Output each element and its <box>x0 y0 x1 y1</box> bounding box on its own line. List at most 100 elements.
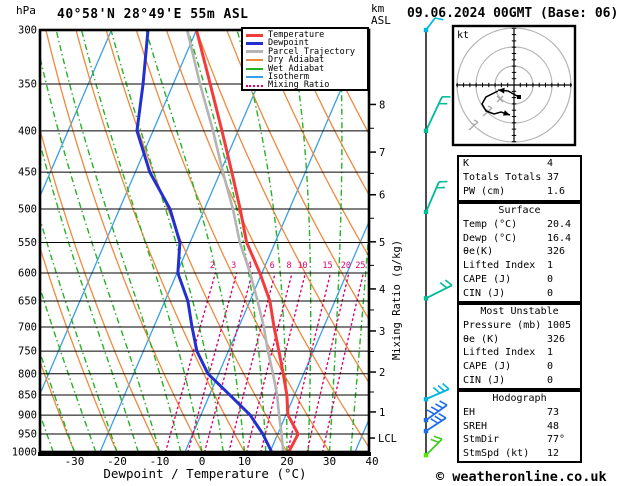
stats-row: Lifted Index 1 <box>459 259 580 273</box>
stats-table-hodograph-stats: Hodograph EH 73 SREH 48 StmDir 77° StmSpd (kt) 1… <box>457 390 582 463</box>
stats-value: 0 <box>547 273 554 285</box>
stats-label: Lifted Index <box>463 260 536 272</box>
stats-label: EH <box>463 406 476 418</box>
wet-adiabat-line <box>40 216 118 452</box>
pressure-tick-label: 450 <box>18 167 37 179</box>
stats-value: 326 <box>547 246 566 258</box>
legend-entry: Parcel Trajectory <box>246 46 367 57</box>
stats-table-most-unstable: Most Unstable Pressure (mb) 1005 θe (K) 326 L… <box>457 303 582 390</box>
stats-value: 20.4 <box>547 218 572 230</box>
temperature-tick-label: 30 <box>323 455 336 468</box>
stats-label: Totals Totals <box>463 171 542 183</box>
wet-adiabat-line <box>80 30 203 452</box>
storm-motion-marker <box>517 95 521 99</box>
stats-table-surface: Surface Temp (°C) 20.4 Dewp (°C) 16.4 θe(K) 32… <box>457 202 582 303</box>
stats-value: 1 <box>547 260 554 272</box>
legend-entry: Mixing Ratio <box>246 80 367 91</box>
km-tick-label: 3 <box>379 326 385 338</box>
axis-tick-labels: 3003504004505005506006507007508008509009… <box>12 25 379 468</box>
stats-row: StmDir 77° <box>459 433 580 447</box>
stats-value: 73 <box>547 406 560 418</box>
temperature-tick-label: -10 <box>150 455 170 468</box>
legend-swatch-dewpoint <box>246 42 263 46</box>
stats-table-title: Most Unstable <box>480 306 559 317</box>
pressure-tick-label: 300 <box>18 25 37 37</box>
pressure-tick-label: 600 <box>18 267 37 279</box>
pressure-tick-label: 1000 <box>12 447 37 459</box>
pressure-tick-label: 400 <box>18 125 37 137</box>
stats-label: CAPE (J) <box>463 361 512 373</box>
pressure-tick-label: 550 <box>18 237 37 249</box>
stats-table-title: Hodograph <box>492 393 547 404</box>
isotherm-line <box>40 30 113 198</box>
wind-barb <box>423 17 444 33</box>
stats-label: PW (cm) <box>463 185 506 197</box>
legend-swatch-isotherm <box>246 76 263 79</box>
stats-label: θe(K) <box>463 246 494 258</box>
mixing-ratio-value: 6 <box>270 261 275 271</box>
legend-swatch-temperature <box>246 33 263 37</box>
legend-swatch-mixing-ratio <box>246 84 263 87</box>
stats-value: 1 <box>547 347 554 359</box>
isotherm-line <box>40 30 198 396</box>
altitude-unit-km: km <box>371 2 385 15</box>
legend-entry: Isotherm <box>246 72 367 81</box>
wet-adiabat-line <box>40 285 97 452</box>
stats-row: SREH 48 <box>459 420 580 434</box>
stats-row: EH 73 <box>459 406 580 420</box>
page-title: 40°58'N 28°49'E 55m ASL <box>57 7 249 22</box>
dry-adiabat-line <box>256 30 369 258</box>
chart-legend: Temperature Dewpoint Parcel Trajectory Dry … <box>241 27 369 91</box>
stats-value: 12 <box>547 448 560 460</box>
legend-label: Dry Adiabat <box>268 55 325 66</box>
legend-entry: Dewpoint <box>246 38 367 49</box>
wind-barb <box>423 96 451 134</box>
km-tick-label: 2 <box>379 367 385 379</box>
km-tick-label: 8 <box>379 99 385 111</box>
stats-label: Pressure (mb) <box>463 319 542 331</box>
pressure-tick-label: 750 <box>18 346 37 358</box>
pressure-unit-label: hPa <box>16 4 36 17</box>
stats-row: θe(K) 326 <box>459 245 580 259</box>
pressure-tick-label: 650 <box>18 296 37 308</box>
sounding-curves <box>135 30 300 452</box>
stats-row: CAPE (J) 0 <box>459 273 580 287</box>
stats-row: Lifted Index 1 <box>459 346 580 360</box>
temperature-tick-label: 40 <box>365 455 378 468</box>
legend-entry: Wet Adiabat <box>246 63 367 74</box>
stats-value: 0 <box>547 287 554 299</box>
stats-row: CIN (J) 0 <box>459 287 580 301</box>
km-tick-label: 1 <box>379 407 385 419</box>
wet-adiabat-line <box>55 30 182 452</box>
stats-label: θe (K) <box>463 333 500 345</box>
mixing-ratio-axis-label: Mixing Ratio (g/kg) <box>391 239 403 361</box>
stats-value: 1.6 <box>547 185 566 197</box>
pressure-tick-label: 700 <box>18 321 37 333</box>
wet-adiabat-line <box>40 140 139 452</box>
km-asl-axis: 8 7 6 5 4 3 2 1 LCL <box>369 99 397 445</box>
temperature-tick-label: -20 <box>107 455 127 468</box>
wind-barb <box>423 279 453 301</box>
pressure-tick-label: 850 <box>18 390 37 402</box>
legend-label: Wet Adiabat <box>268 63 325 74</box>
legend-label: Dewpoint <box>268 38 309 49</box>
stats-value: 326 <box>547 333 566 345</box>
pressure-tick-label: 350 <box>18 79 37 91</box>
stats-value: 48 <box>547 420 560 432</box>
legend-label: Parcel Trajectory <box>268 46 355 57</box>
parcel-trajectory-curve <box>185 30 285 452</box>
dewpoint-curve <box>135 30 274 452</box>
mixing-ratio-value: 25 <box>355 261 365 271</box>
isotherm-line <box>99 30 283 452</box>
stats-row: θe (K) 326 <box>459 333 580 347</box>
pressure-tick-label: 900 <box>18 410 37 422</box>
stats-value: 16.4 <box>547 232 572 244</box>
stats-value: 0 <box>547 361 554 373</box>
pressure-tick-label: 950 <box>18 429 37 441</box>
stats-label: StmDir <box>463 434 500 446</box>
legend-label: Mixing Ratio <box>268 80 330 91</box>
stats-row: Temp (°C) 20.4 <box>459 218 580 232</box>
km-tick-label: 6 <box>379 190 385 202</box>
pressure-tick-label: 800 <box>18 368 37 380</box>
